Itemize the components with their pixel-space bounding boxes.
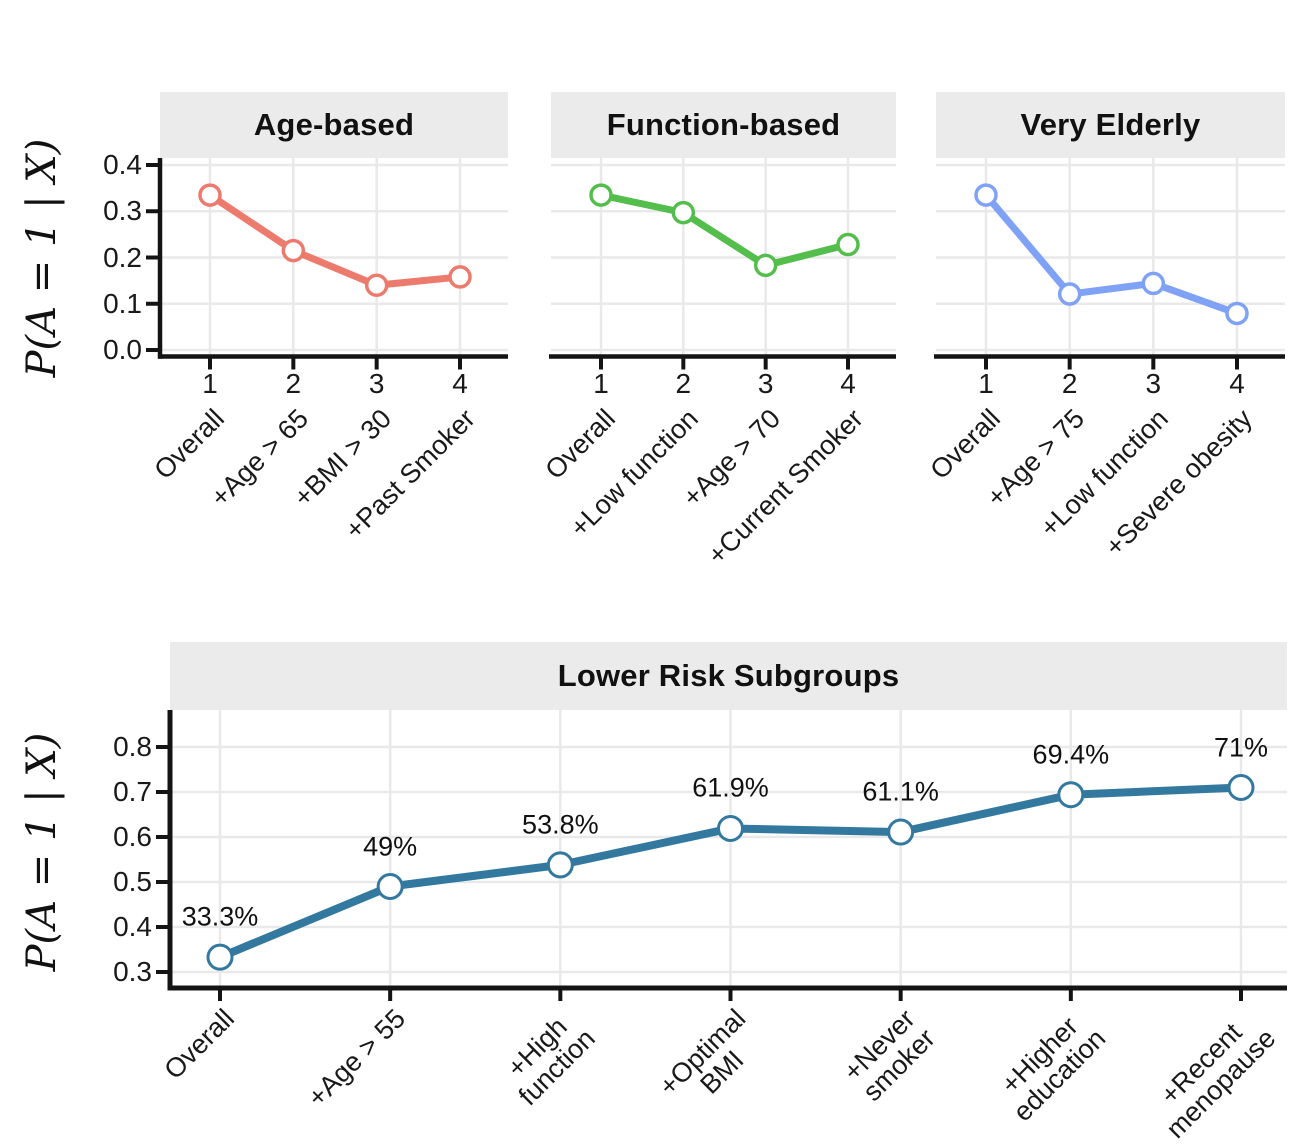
panel-title: Very Elderly <box>1020 107 1201 142</box>
data-point <box>546 851 574 879</box>
x-tick-number: 1 <box>978 368 994 399</box>
panel-strip-lower-risk: Lower Risk Subgroups <box>170 642 1287 710</box>
y-tick-label: 0.4 <box>103 149 142 180</box>
point-value-label: 53.8% <box>522 809 599 840</box>
data-point <box>717 814 744 842</box>
x-tick-number: 3 <box>757 368 774 399</box>
y-tick-label: 0.7 <box>113 776 152 807</box>
y-tick-label: 0.3 <box>113 956 152 987</box>
y-tick-label: 0.4 <box>113 911 152 942</box>
x-tick-number: 4 <box>840 368 856 399</box>
y-tick-label: 0.2 <box>103 241 142 273</box>
x-tick-number: 2 <box>1061 368 1078 399</box>
data-point <box>671 200 696 225</box>
panel-title: Function-based <box>606 107 841 142</box>
x-tick-number: 2 <box>675 368 692 399</box>
x-tick-number: 2 <box>285 368 302 399</box>
point-value-label: 61.9% <box>692 772 769 803</box>
point-value-label: 33.3% <box>181 901 259 932</box>
point-value-label: 69.4% <box>1032 739 1110 770</box>
data-point <box>974 183 998 207</box>
y-tick-label: 0.0 <box>103 334 142 365</box>
trend-line <box>600 191 849 269</box>
data-point <box>1225 301 1249 326</box>
panel-strip-function-based: Function-based <box>551 92 896 158</box>
x-tick-number: 4 <box>452 368 468 399</box>
data-point <box>887 818 915 846</box>
data-point <box>1141 271 1166 296</box>
trend-line <box>208 192 461 289</box>
x-tick-number: 1 <box>593 368 609 399</box>
x-tick-number: 4 <box>1229 368 1245 399</box>
data-point <box>198 183 222 207</box>
panel-title: Lower Risk Subgroups <box>557 658 900 693</box>
y-tick-label: 0.6 <box>113 821 152 852</box>
y-axis-label: P(A = 1 | X) <box>19 138 65 378</box>
y-axis-label: P(A = 1 | X) <box>19 732 65 972</box>
y-tick-label: 0.5 <box>113 866 152 897</box>
trend-line <box>983 192 1239 317</box>
data-point <box>589 183 613 207</box>
data-point <box>364 273 389 297</box>
panel-strip-age-based: Age-based <box>160 92 508 158</box>
data-point <box>1227 774 1255 801</box>
data-point <box>1057 282 1082 306</box>
point-value-label: 49% <box>363 831 418 861</box>
y-tick-label: 0.8 <box>113 731 152 762</box>
data-point <box>376 873 404 900</box>
x-tick-number: 1 <box>202 368 218 399</box>
data-point <box>206 943 234 971</box>
data-point <box>281 238 306 263</box>
point-value-label: 61.1% <box>862 776 939 807</box>
x-tick-number: 3 <box>1145 368 1162 399</box>
panel-title: Age-based <box>253 107 415 142</box>
panel-strip-very-elderly: Very Elderly <box>936 92 1285 158</box>
data-point <box>1057 781 1085 809</box>
y-tick-label: 0.3 <box>103 195 142 227</box>
x-tick-number: 3 <box>368 368 385 399</box>
data-point <box>448 265 472 289</box>
data-point <box>753 253 778 278</box>
point-value-label: 71% <box>1213 732 1269 762</box>
data-point <box>836 232 860 257</box>
y-tick-label: 0.1 <box>103 287 142 319</box>
